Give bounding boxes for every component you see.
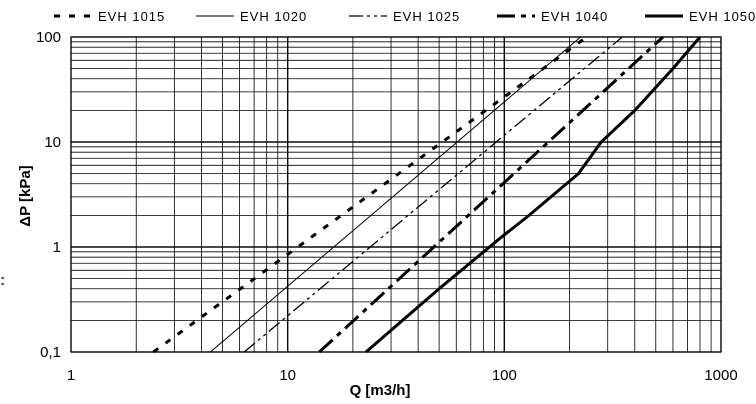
- legend-label: EVH 1015: [98, 9, 165, 24]
- y-tick-label: 10: [44, 134, 61, 151]
- legend-label: EVH 1025: [393, 9, 460, 24]
- legend: EVH 1015 EVH 1020 EVH 1025 EVH 1040 EVH 1050: [54, 9, 756, 24]
- x-tick-label: 100: [492, 367, 517, 384]
- series-line-evh-1050: [365, 36, 702, 354]
- grid: [70, 36, 722, 353]
- series-line-evh-1015: [152, 35, 588, 354]
- x-tick-label: 1000: [704, 367, 737, 384]
- series-line-evh-1040: [318, 35, 665, 354]
- x-tick-label: 1: [67, 367, 75, 384]
- x-axis-title: Q [m3/h]: [350, 382, 411, 399]
- series-layer: [152, 35, 702, 354]
- legend-label: EVH 1020: [240, 9, 307, 24]
- series-line-evh-1025: [243, 36, 623, 353]
- series-line-evh-1020: [210, 36, 581, 353]
- legend-label: EVH 1040: [541, 9, 608, 24]
- y-tick-label: 1: [53, 239, 61, 256]
- tick-labels: 1 10 100 1000 0,1 1 10 100: [36, 29, 738, 384]
- stray-colon-mark: :: [0, 272, 6, 289]
- x-tick-label: 10: [279, 367, 296, 384]
- y-tick-label: 0,1: [40, 344, 61, 361]
- y-axis-title: ΔP [kPa]: [17, 165, 34, 226]
- y-tick-label: 100: [36, 29, 61, 46]
- legend-label: EVH 1050: [689, 9, 756, 24]
